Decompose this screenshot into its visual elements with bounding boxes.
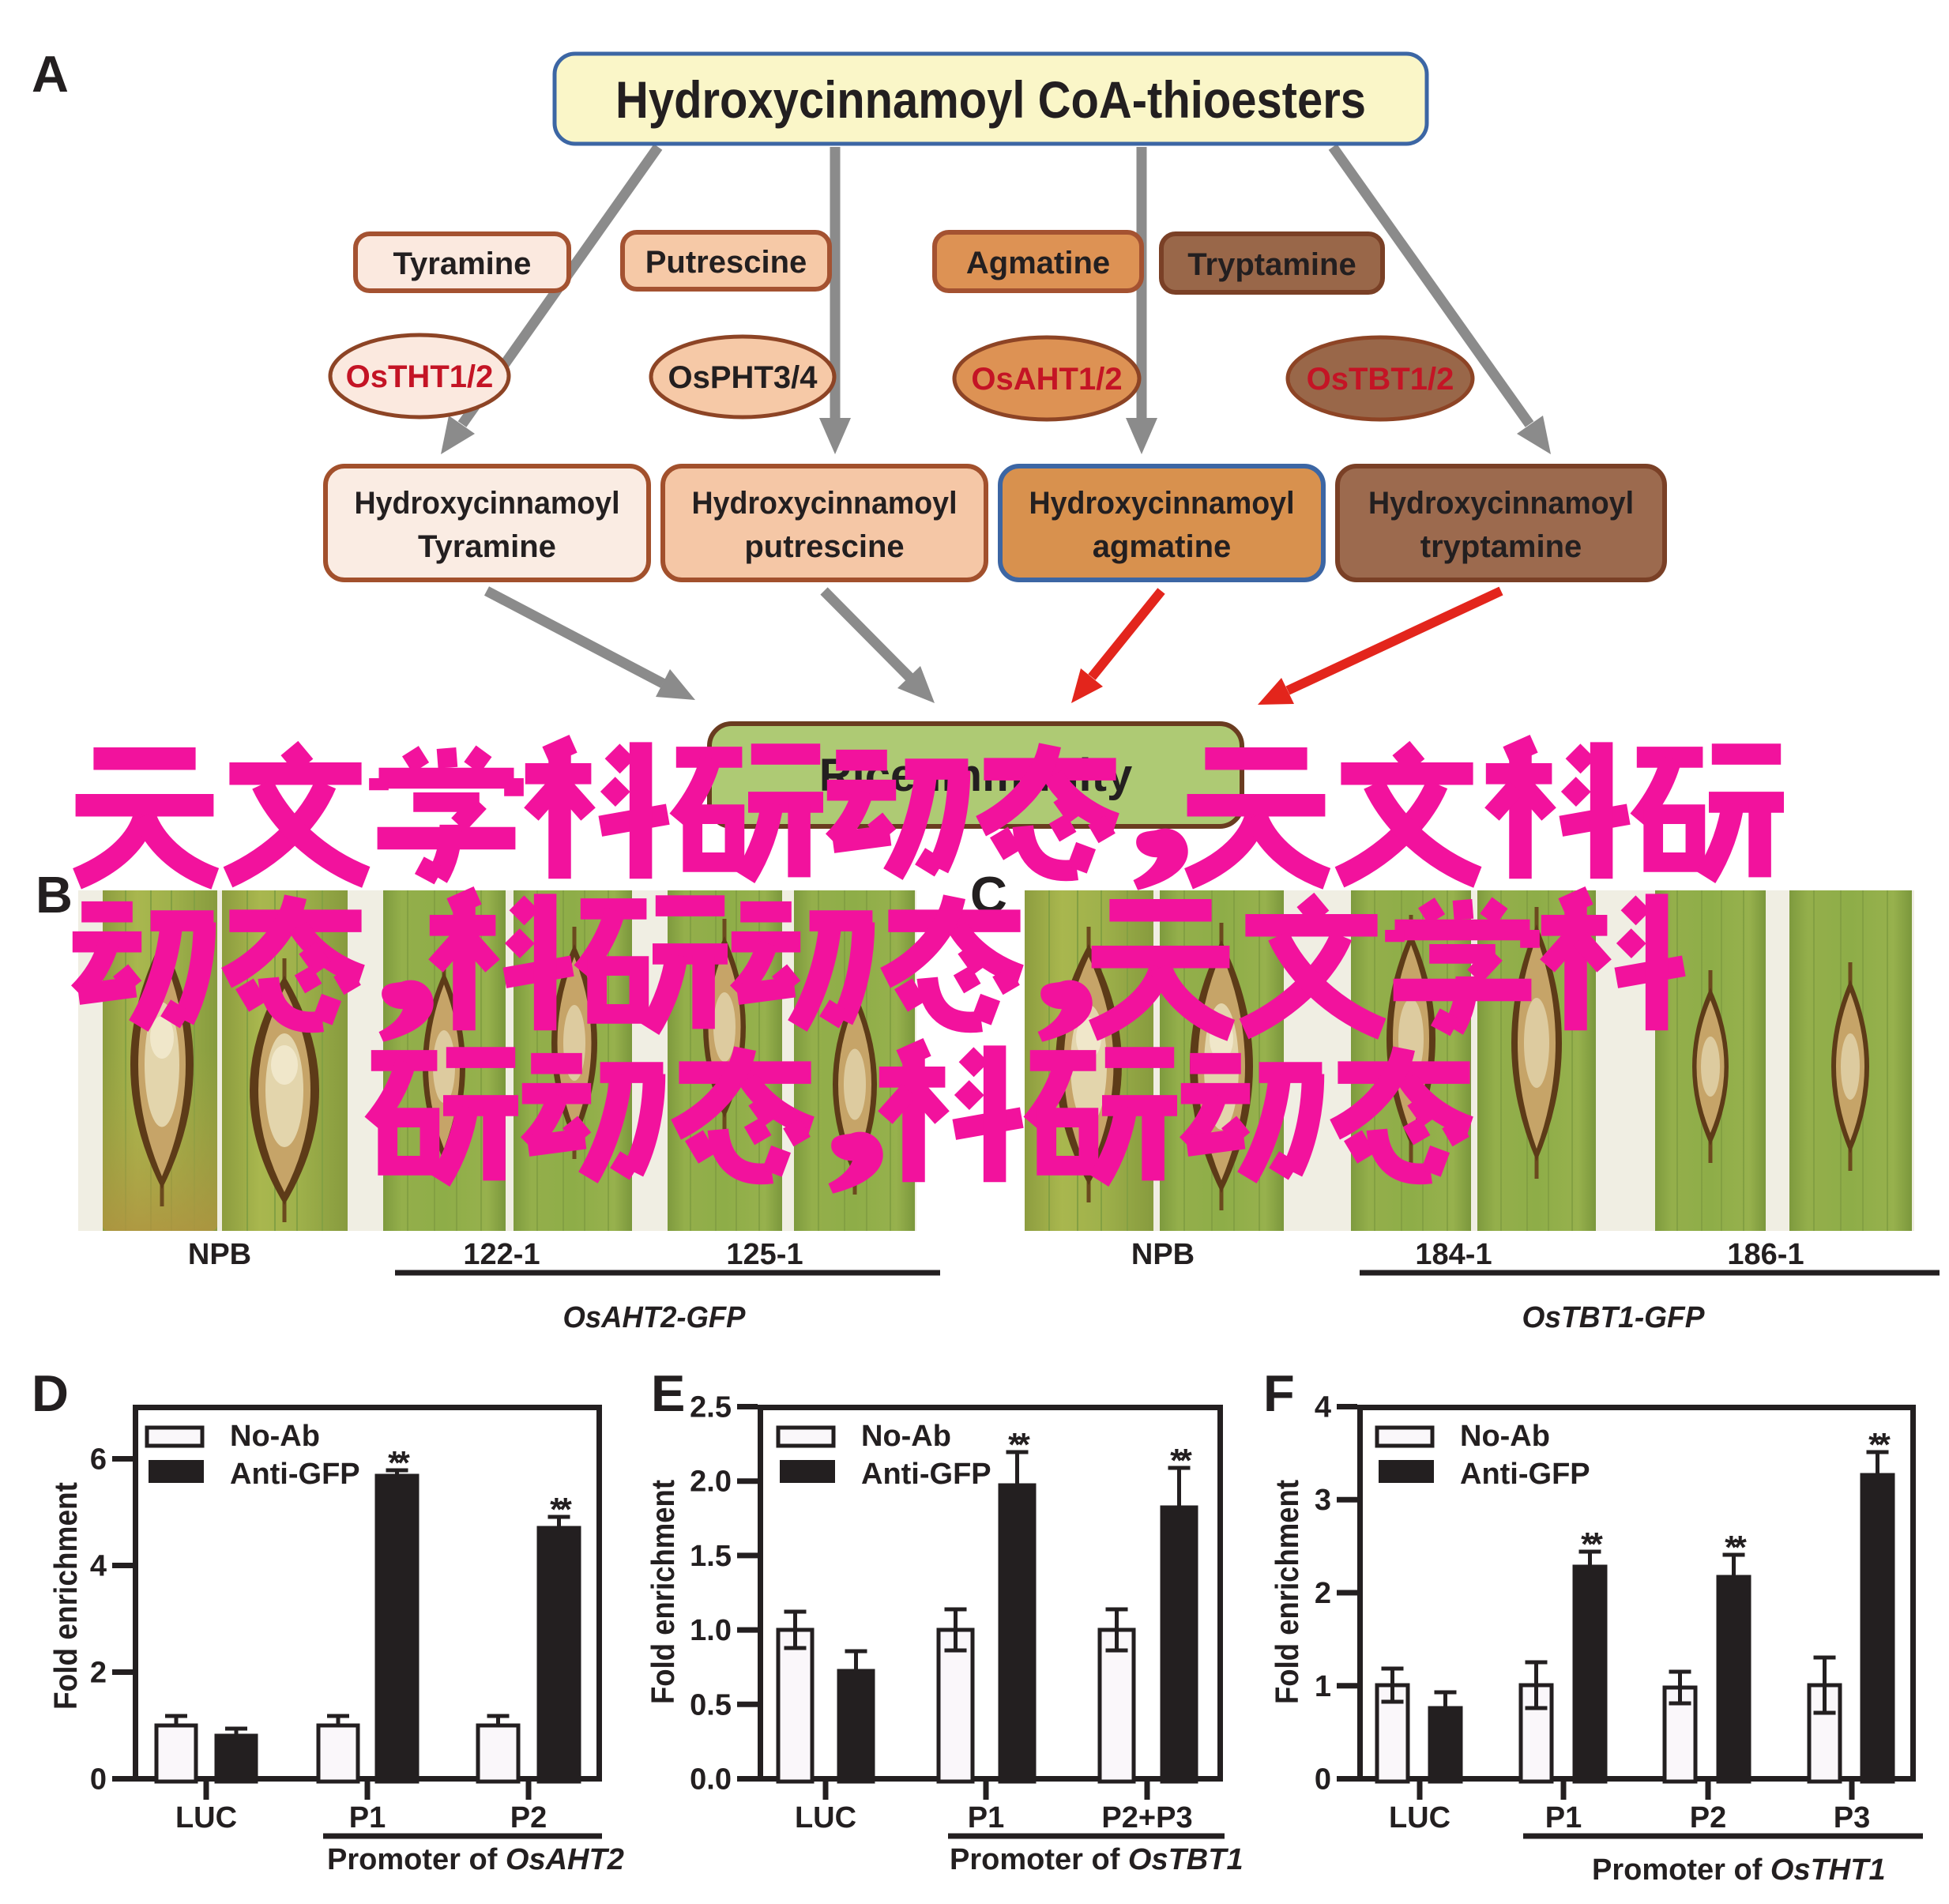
svg-text:Promoter of OsAHT2: Promoter of OsAHT2 xyxy=(327,1843,624,1876)
svg-text:Anti-GFP: Anti-GFP xyxy=(861,1458,991,1491)
svg-text:**: ** xyxy=(1725,1529,1747,1566)
svg-text:**: ** xyxy=(1008,1426,1030,1463)
svg-text:E: E xyxy=(651,1364,685,1422)
svg-text:Putrescine: Putrescine xyxy=(645,245,807,280)
svg-text:0.0: 0.0 xyxy=(690,1763,732,1797)
svg-text:Fold enrichment: Fold enrichment xyxy=(47,1482,84,1710)
svg-text:tryptamine: tryptamine xyxy=(1420,529,1582,564)
svg-text:B: B xyxy=(36,866,73,924)
svg-text:Tyramine: Tyramine xyxy=(393,246,532,281)
svg-text:Anti-GFP: Anti-GFP xyxy=(1460,1458,1590,1491)
svg-text:No-Ab: No-Ab xyxy=(861,1420,951,1453)
svg-text:OsTHT1/2: OsTHT1/2 xyxy=(346,359,494,394)
svg-text:LUC: LUC xyxy=(175,1801,237,1834)
svg-text:D: D xyxy=(32,1364,69,1422)
svg-text:Hydroxycinnamoyl: Hydroxycinnamoyl xyxy=(355,486,620,521)
svg-text:**: ** xyxy=(1170,1442,1192,1479)
svg-text:agmatine: agmatine xyxy=(1093,529,1232,564)
svg-text:No-Ab: No-Ab xyxy=(1460,1420,1550,1453)
svg-text:0.5: 0.5 xyxy=(690,1688,732,1722)
svg-text:0: 0 xyxy=(90,1763,107,1797)
svg-text:0: 0 xyxy=(1315,1763,1331,1797)
svg-text:F: F xyxy=(1263,1364,1295,1422)
svg-text:1: 1 xyxy=(1315,1670,1331,1703)
svg-text:**: ** xyxy=(1581,1526,1603,1563)
svg-text:125-1: 125-1 xyxy=(726,1238,803,1271)
svg-text:OsAHT2-GFP: OsAHT2-GFP xyxy=(563,1301,747,1334)
svg-text:A: A xyxy=(32,45,69,103)
svg-text:6: 6 xyxy=(90,1443,107,1477)
svg-text:2: 2 xyxy=(1315,1577,1331,1610)
svg-text:P2: P2 xyxy=(510,1801,547,1834)
svg-text:Tyramine: Tyramine xyxy=(418,529,556,564)
svg-text:Anti-GFP: Anti-GFP xyxy=(230,1458,360,1491)
svg-text:P1: P1 xyxy=(968,1801,1004,1834)
svg-text:184-1: 184-1 xyxy=(1415,1238,1492,1271)
svg-text:NPB: NPB xyxy=(1131,1238,1195,1271)
svg-text:Tryptamine: Tryptamine xyxy=(1187,247,1356,282)
svg-text:Promoter of OsTHT1: Promoter of OsTHT1 xyxy=(1592,1853,1886,1887)
svg-text:1.0: 1.0 xyxy=(690,1614,732,1647)
svg-text:No-Ab: No-Ab xyxy=(230,1420,320,1453)
svg-text:P3: P3 xyxy=(1834,1801,1870,1834)
svg-text:Hydroxycinnamoyl: Hydroxycinnamoyl xyxy=(1368,486,1634,521)
svg-text:Agmatine: Agmatine xyxy=(966,246,1110,280)
svg-text:putrescine: putrescine xyxy=(744,529,904,564)
svg-text:P2: P2 xyxy=(1690,1801,1726,1834)
svg-text:2.0: 2.0 xyxy=(690,1466,732,1499)
svg-text:OsAHT1/2: OsAHT1/2 xyxy=(971,362,1122,397)
svg-text:OsTBT1/2: OsTBT1/2 xyxy=(1307,362,1454,397)
svg-text:2.5: 2.5 xyxy=(690,1391,732,1424)
svg-text:P1: P1 xyxy=(1545,1801,1582,1834)
svg-text:4: 4 xyxy=(90,1550,107,1583)
svg-text:Fold enrichment: Fold enrichment xyxy=(645,1480,681,1704)
svg-text:LUC: LUC xyxy=(1389,1801,1450,1834)
svg-text:186-1: 186-1 xyxy=(1727,1238,1804,1271)
svg-text:P1: P1 xyxy=(349,1801,386,1834)
svg-text:3: 3 xyxy=(1315,1484,1331,1517)
svg-text:Hydroxycinnamoyl: Hydroxycinnamoyl xyxy=(692,486,958,521)
svg-text:LUC: LUC xyxy=(795,1801,856,1834)
svg-text:**: ** xyxy=(550,1491,572,1528)
svg-text:2: 2 xyxy=(90,1657,107,1690)
svg-text:Promoter of OsTBT1: Promoter of OsTBT1 xyxy=(950,1843,1244,1876)
svg-text:Hydroxycinnamoyl CoA-thioester: Hydroxycinnamoyl CoA-thioesters xyxy=(615,70,1366,129)
svg-text:**: ** xyxy=(1868,1426,1891,1463)
svg-text:Hydroxycinnamoyl: Hydroxycinnamoyl xyxy=(1029,486,1295,521)
svg-text:OsPHT3/4: OsPHT3/4 xyxy=(668,360,818,395)
svg-text:122-1: 122-1 xyxy=(463,1238,540,1271)
svg-text:Fold enrichment: Fold enrichment xyxy=(1269,1480,1305,1704)
svg-text:OsTBT1-GFP: OsTBT1-GFP xyxy=(1522,1301,1706,1334)
svg-text:NPB: NPB xyxy=(188,1238,251,1271)
svg-text:4: 4 xyxy=(1315,1391,1331,1424)
svg-text:1.5: 1.5 xyxy=(690,1540,732,1573)
svg-text:P2+P3: P2+P3 xyxy=(1101,1801,1192,1834)
